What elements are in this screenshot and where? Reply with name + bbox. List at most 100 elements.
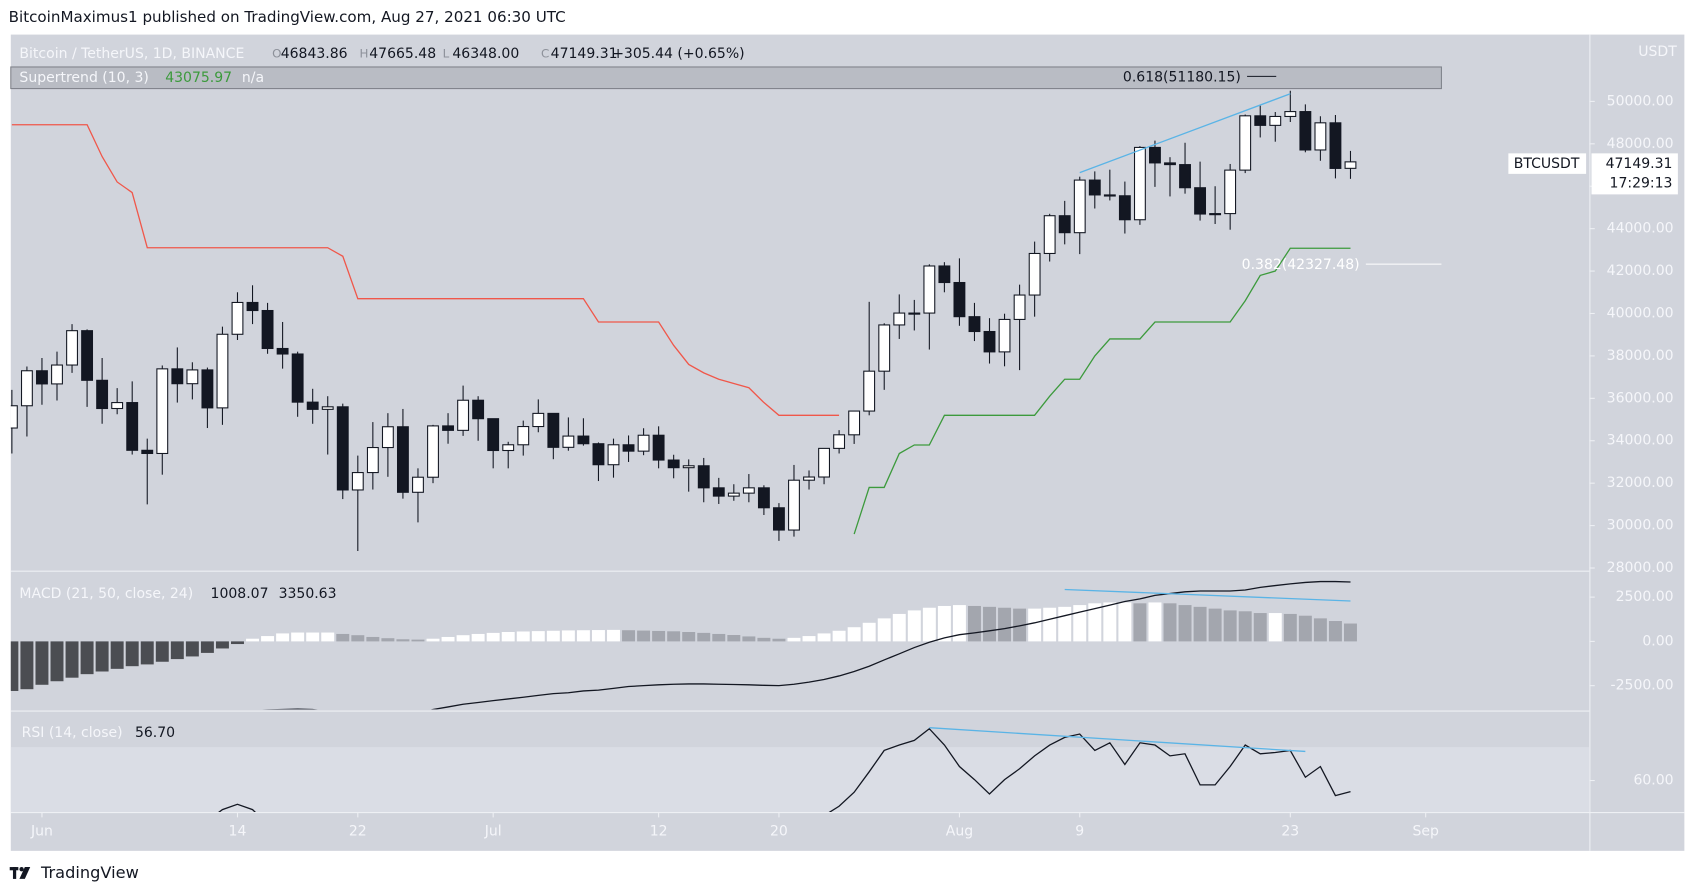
candle-body [1269,115,1282,126]
candle-body [66,330,78,366]
candle-body [351,472,364,491]
tag-symbol: BTCUSDT [1514,156,1580,172]
histogram-bar [983,606,996,642]
x-tick-label: Jun [30,823,53,839]
histogram-bar [1268,613,1282,642]
histogram-bar [637,630,651,642]
histogram-bar [937,605,951,642]
histogram-bar [591,630,605,642]
y-tick-label: -2500.00 [1611,678,1674,694]
histogram-bar [1103,602,1117,642]
ohlc-letter: L [443,47,450,61]
histogram-bar [426,638,440,642]
ohlc-value: 46348.00 [452,46,519,62]
histogram-bar [561,630,575,642]
candle-body [171,368,184,385]
candle-body [757,487,770,509]
fib-label: 0.382(42327.48) [1242,257,1360,273]
histogram-bar [110,641,124,669]
candle-body [1344,161,1357,169]
histogram-bar [1208,608,1222,642]
candle-body [1149,146,1161,164]
histogram-bar [1193,606,1207,642]
histogram-bar [892,613,906,642]
axes: 28000.00 30000.00 32000.00 34000.00 36000.00… [30,93,1674,839]
histogram-bar [501,632,515,642]
candle-body [276,347,289,355]
histogram-bar [546,630,560,642]
histogram-bar [396,639,410,642]
histogram-bar [441,636,455,642]
candle-body [893,312,906,326]
y-tick-label: 40000.00 [1607,305,1674,321]
y-tick-label: 42000.00 [1607,263,1674,279]
symbol-title: Bitcoin / TetherUS, 1D, BINANCE [19,46,244,62]
candle-body [201,369,214,409]
candle-body [1088,179,1101,196]
tag-countdown: 17:29:13 [1610,176,1673,192]
histogram-bar [757,637,771,642]
histogram-bar [125,641,139,667]
candle-body [156,368,169,455]
candle-body [1013,294,1026,320]
histogram-bar [381,638,395,642]
supertrend [853,247,1351,535]
candle-body [1329,122,1342,169]
candle-body [607,444,620,466]
histogram-bar [847,627,861,642]
candle-body [1284,111,1297,117]
candle-body [1179,164,1191,189]
macd-value: 3350.63 [279,586,337,602]
candle-body [863,370,876,412]
candle-body [727,492,740,497]
candle-body [81,330,94,381]
histogram-bar [215,641,229,649]
candle-body [577,435,590,445]
histogram-bar [140,641,154,665]
candle-body [833,434,846,449]
histogram-bar [576,630,590,642]
histogram-bar [306,632,320,642]
histogram-bar [607,629,620,642]
trendline [929,727,1306,753]
y-tick-label: 0.00 [1642,633,1673,649]
rsi-band [10,747,1590,812]
candle-body [803,476,815,481]
chart-frame [10,34,1685,851]
histogram-bar [516,631,530,642]
histogram-bar [922,607,936,642]
histogram-bar [1118,602,1132,642]
histogram-bar [531,631,545,642]
histogram-bar [772,638,786,642]
candle-body [953,281,966,318]
histogram-bar [742,636,756,642]
candle-body [1103,194,1116,197]
candle-body [366,446,379,474]
x-tick-label: Aug [946,823,973,839]
histogram-bar [20,641,34,690]
ohlc-letter: O [272,47,281,61]
candle-body [291,353,304,403]
candle-body [186,369,199,385]
histogram-bar [1028,608,1042,642]
candle-body [111,402,124,410]
candle-body [697,465,710,489]
histogram-bar [486,632,500,642]
candle-body [427,425,439,478]
candle-body [457,399,470,431]
fib-zone [10,66,1442,90]
candle-body [517,425,530,446]
ohlc-value: 47149.31 [551,46,618,62]
histogram-bar [170,641,184,660]
trendline [1079,93,1291,174]
histogram-bar [1163,603,1177,642]
y-tick-label: 44000.00 [1607,221,1674,237]
histogram-bar [817,633,831,642]
candle-body [1118,195,1131,221]
histogram-bar [1043,607,1057,642]
histogram-bar [200,641,214,653]
candle-body [622,444,635,452]
candle-body [1164,162,1176,166]
trendline [1064,588,1351,602]
